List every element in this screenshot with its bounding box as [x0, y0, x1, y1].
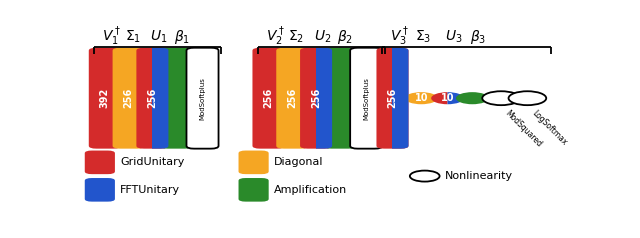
Text: $U_3$: $U_3$ [445, 29, 463, 45]
Text: $V_2^\dagger$: $V_2^\dagger$ [266, 25, 285, 48]
FancyBboxPatch shape [239, 151, 269, 174]
Text: Diagonal: Diagonal [274, 157, 323, 167]
FancyBboxPatch shape [239, 178, 269, 202]
FancyBboxPatch shape [89, 48, 121, 149]
Text: FFTUnitary: FFTUnitary [120, 185, 180, 195]
Text: ModSquared: ModSquared [504, 109, 544, 149]
Text: 256: 256 [124, 88, 134, 108]
Circle shape [405, 92, 438, 104]
Wedge shape [431, 92, 447, 104]
Text: $\Sigma_2$: $\Sigma_2$ [288, 29, 305, 45]
Circle shape [456, 92, 489, 104]
Text: 256: 256 [147, 88, 157, 108]
Text: $\beta_2$: $\beta_2$ [337, 28, 353, 46]
FancyBboxPatch shape [84, 178, 115, 202]
Text: 392: 392 [100, 88, 110, 108]
FancyBboxPatch shape [324, 48, 356, 149]
Text: $\Sigma_1$: $\Sigma_1$ [125, 29, 141, 45]
FancyBboxPatch shape [84, 151, 115, 174]
Circle shape [509, 91, 547, 105]
Text: LogSoftmax: LogSoftmax [530, 109, 568, 147]
Text: Amplification: Amplification [274, 185, 347, 195]
Text: $U_1$: $U_1$ [150, 29, 167, 45]
Text: 10: 10 [441, 93, 454, 103]
Text: GridUnitary: GridUnitary [120, 157, 184, 167]
Text: 256: 256 [287, 88, 298, 108]
FancyBboxPatch shape [186, 48, 218, 149]
Bar [152, 48, 173, 149]
FancyBboxPatch shape [300, 48, 332, 149]
FancyBboxPatch shape [136, 48, 168, 149]
Text: $U_2$: $U_2$ [314, 29, 331, 45]
Bar [316, 48, 337, 149]
Text: 10: 10 [415, 93, 428, 103]
FancyBboxPatch shape [276, 48, 308, 149]
Text: 256: 256 [311, 88, 321, 108]
FancyBboxPatch shape [252, 48, 285, 149]
FancyBboxPatch shape [376, 48, 408, 149]
Text: 256: 256 [264, 88, 273, 108]
Text: 256: 256 [387, 88, 397, 108]
Circle shape [410, 171, 440, 182]
Circle shape [483, 91, 520, 105]
FancyBboxPatch shape [160, 48, 192, 149]
Text: ModSoftplus: ModSoftplus [200, 77, 205, 120]
Text: ModSoftplus: ModSoftplus [363, 77, 369, 120]
FancyBboxPatch shape [113, 48, 145, 149]
Text: $\Sigma_3$: $\Sigma_3$ [415, 29, 431, 45]
FancyBboxPatch shape [350, 48, 382, 149]
Wedge shape [447, 92, 464, 104]
Text: $V_1^\dagger$: $V_1^\dagger$ [102, 25, 121, 48]
Text: $\beta_3$: $\beta_3$ [470, 28, 486, 46]
Bar [392, 48, 413, 149]
Text: $\beta_1$: $\beta_1$ [173, 28, 190, 46]
Text: Nonlinearity: Nonlinearity [445, 171, 513, 181]
Text: $V_3^\dagger$: $V_3^\dagger$ [390, 25, 409, 48]
